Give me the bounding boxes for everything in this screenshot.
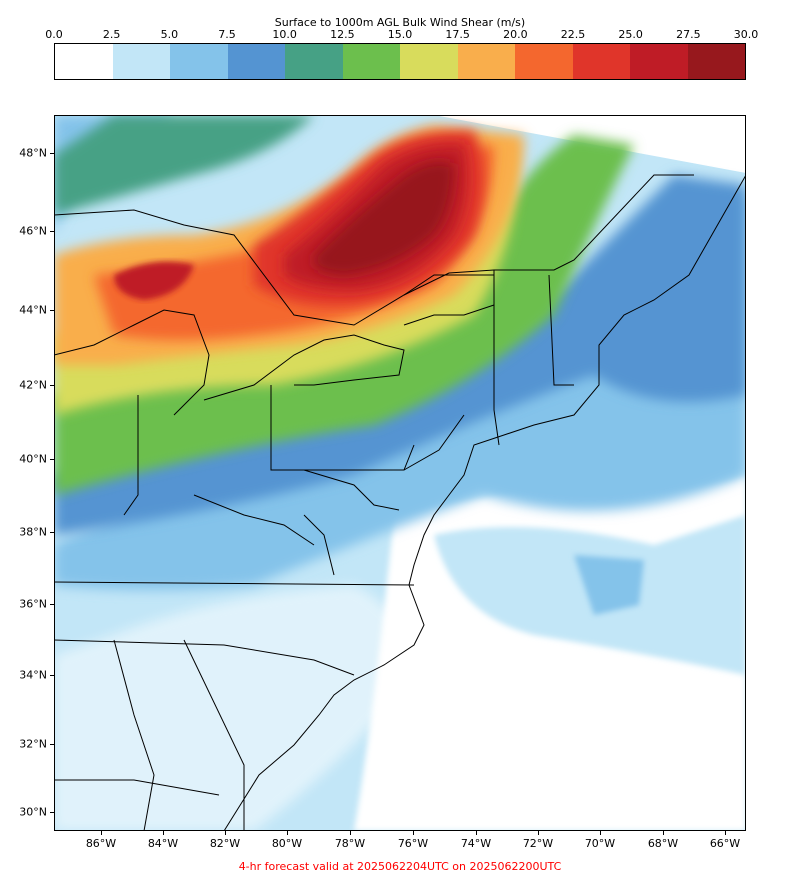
- longitude-label: 78°W: [334, 837, 366, 850]
- longitude-label: 68°W: [647, 837, 679, 850]
- colorbar-bin: [630, 44, 688, 79]
- longitude-tick: [538, 831, 539, 835]
- colorbar-tick-label: 25.0: [618, 28, 643, 41]
- colorbar-bin: [285, 44, 343, 79]
- latitude-tick: [50, 604, 54, 605]
- colorbar-tick-label: 20.0: [503, 28, 528, 41]
- colorbar-bin: [227, 44, 285, 79]
- colorbar-tick-label: 10.0: [272, 28, 297, 41]
- latitude-tick: [50, 532, 54, 533]
- longitude-tick: [163, 831, 164, 835]
- latitude-label: 32°N: [19, 737, 47, 751]
- latitude-tick: [50, 675, 54, 676]
- colorbar-bin: [112, 44, 170, 79]
- colorbar-bin: [572, 44, 630, 79]
- map-frame: [54, 115, 746, 831]
- colorbar-tick-label: 5.0: [160, 28, 179, 41]
- latitude-label: 48°N: [19, 146, 47, 160]
- latitude-tick: [50, 812, 54, 813]
- forecast-valid-caption: 4-hr forecast valid at 2025062204UTC on …: [238, 860, 562, 873]
- colorbar-tick-label: 7.5: [218, 28, 236, 41]
- colorbar-bin: [400, 44, 458, 79]
- latitude-label: 42°N: [19, 378, 47, 392]
- longitude-tick: [287, 831, 288, 835]
- colorbar-bin: [170, 44, 228, 79]
- latitude-label: 38°N: [19, 525, 47, 539]
- latitude-tick: [50, 744, 54, 745]
- latitude-label: 34°N: [19, 668, 47, 682]
- latitude-label: 36°N: [19, 597, 47, 611]
- latitude-tick: [50, 231, 54, 232]
- colorbar-tick-label: 0.0: [45, 28, 63, 41]
- boundaries: [54, 174, 746, 831]
- latitude-tick: [50, 385, 54, 386]
- colorbar-tick-label: 30.0: [733, 28, 759, 41]
- colorbar-bin: [515, 44, 573, 79]
- colorbar-tick-label: 12.5: [330, 28, 355, 41]
- colorbar-tick-label: 17.5: [445, 28, 470, 41]
- latitude-label: 30°N: [19, 805, 47, 819]
- longitude-label: 86°W: [85, 837, 117, 850]
- longitude-tick: [725, 831, 726, 835]
- latitude-label: 40°N: [19, 452, 47, 466]
- longitude-tick: [476, 831, 477, 835]
- longitude-label: 74°W: [460, 837, 492, 850]
- longitude-label: 80°W: [271, 837, 303, 850]
- shear-field: [54, 115, 746, 831]
- colorbar-bin: [687, 44, 745, 79]
- latitude-tick: [50, 310, 54, 311]
- longitude-tick: [663, 831, 664, 835]
- wind-shear-map: [54, 115, 746, 831]
- longitude-label: 82°W: [209, 837, 241, 850]
- colorbar-tick-label: 22.5: [560, 28, 586, 41]
- latitude-tick: [50, 459, 54, 460]
- latitude-tick: [50, 153, 54, 154]
- colorbar-tick-label: 2.5: [102, 28, 121, 41]
- latitude-label: 44°N: [19, 303, 47, 317]
- longitude-label: 84°W: [147, 837, 179, 850]
- colorbar-tick-label: 27.5: [676, 28, 701, 41]
- latitude-label: 46°N: [19, 224, 47, 238]
- longitude-label: 66°W: [709, 837, 741, 850]
- colorbar-bin: [457, 44, 515, 79]
- longitude-label: 76°W: [397, 837, 429, 850]
- longitude-tick: [225, 831, 226, 835]
- longitude-label: 72°W: [522, 837, 554, 850]
- longitude-label: 70°W: [584, 837, 616, 850]
- colorbar: [54, 43, 746, 80]
- colorbar-bin: [55, 44, 113, 79]
- longitude-tick: [101, 831, 102, 835]
- colorbar-title: Surface to 1000m AGL Bulk Wind Shear (m/…: [274, 16, 526, 29]
- colorbar-tick-label: 15.0: [387, 28, 413, 41]
- longitude-tick: [413, 831, 414, 835]
- longitude-tick: [350, 831, 351, 835]
- colorbar-bin: [342, 44, 400, 79]
- longitude-tick: [600, 831, 601, 835]
